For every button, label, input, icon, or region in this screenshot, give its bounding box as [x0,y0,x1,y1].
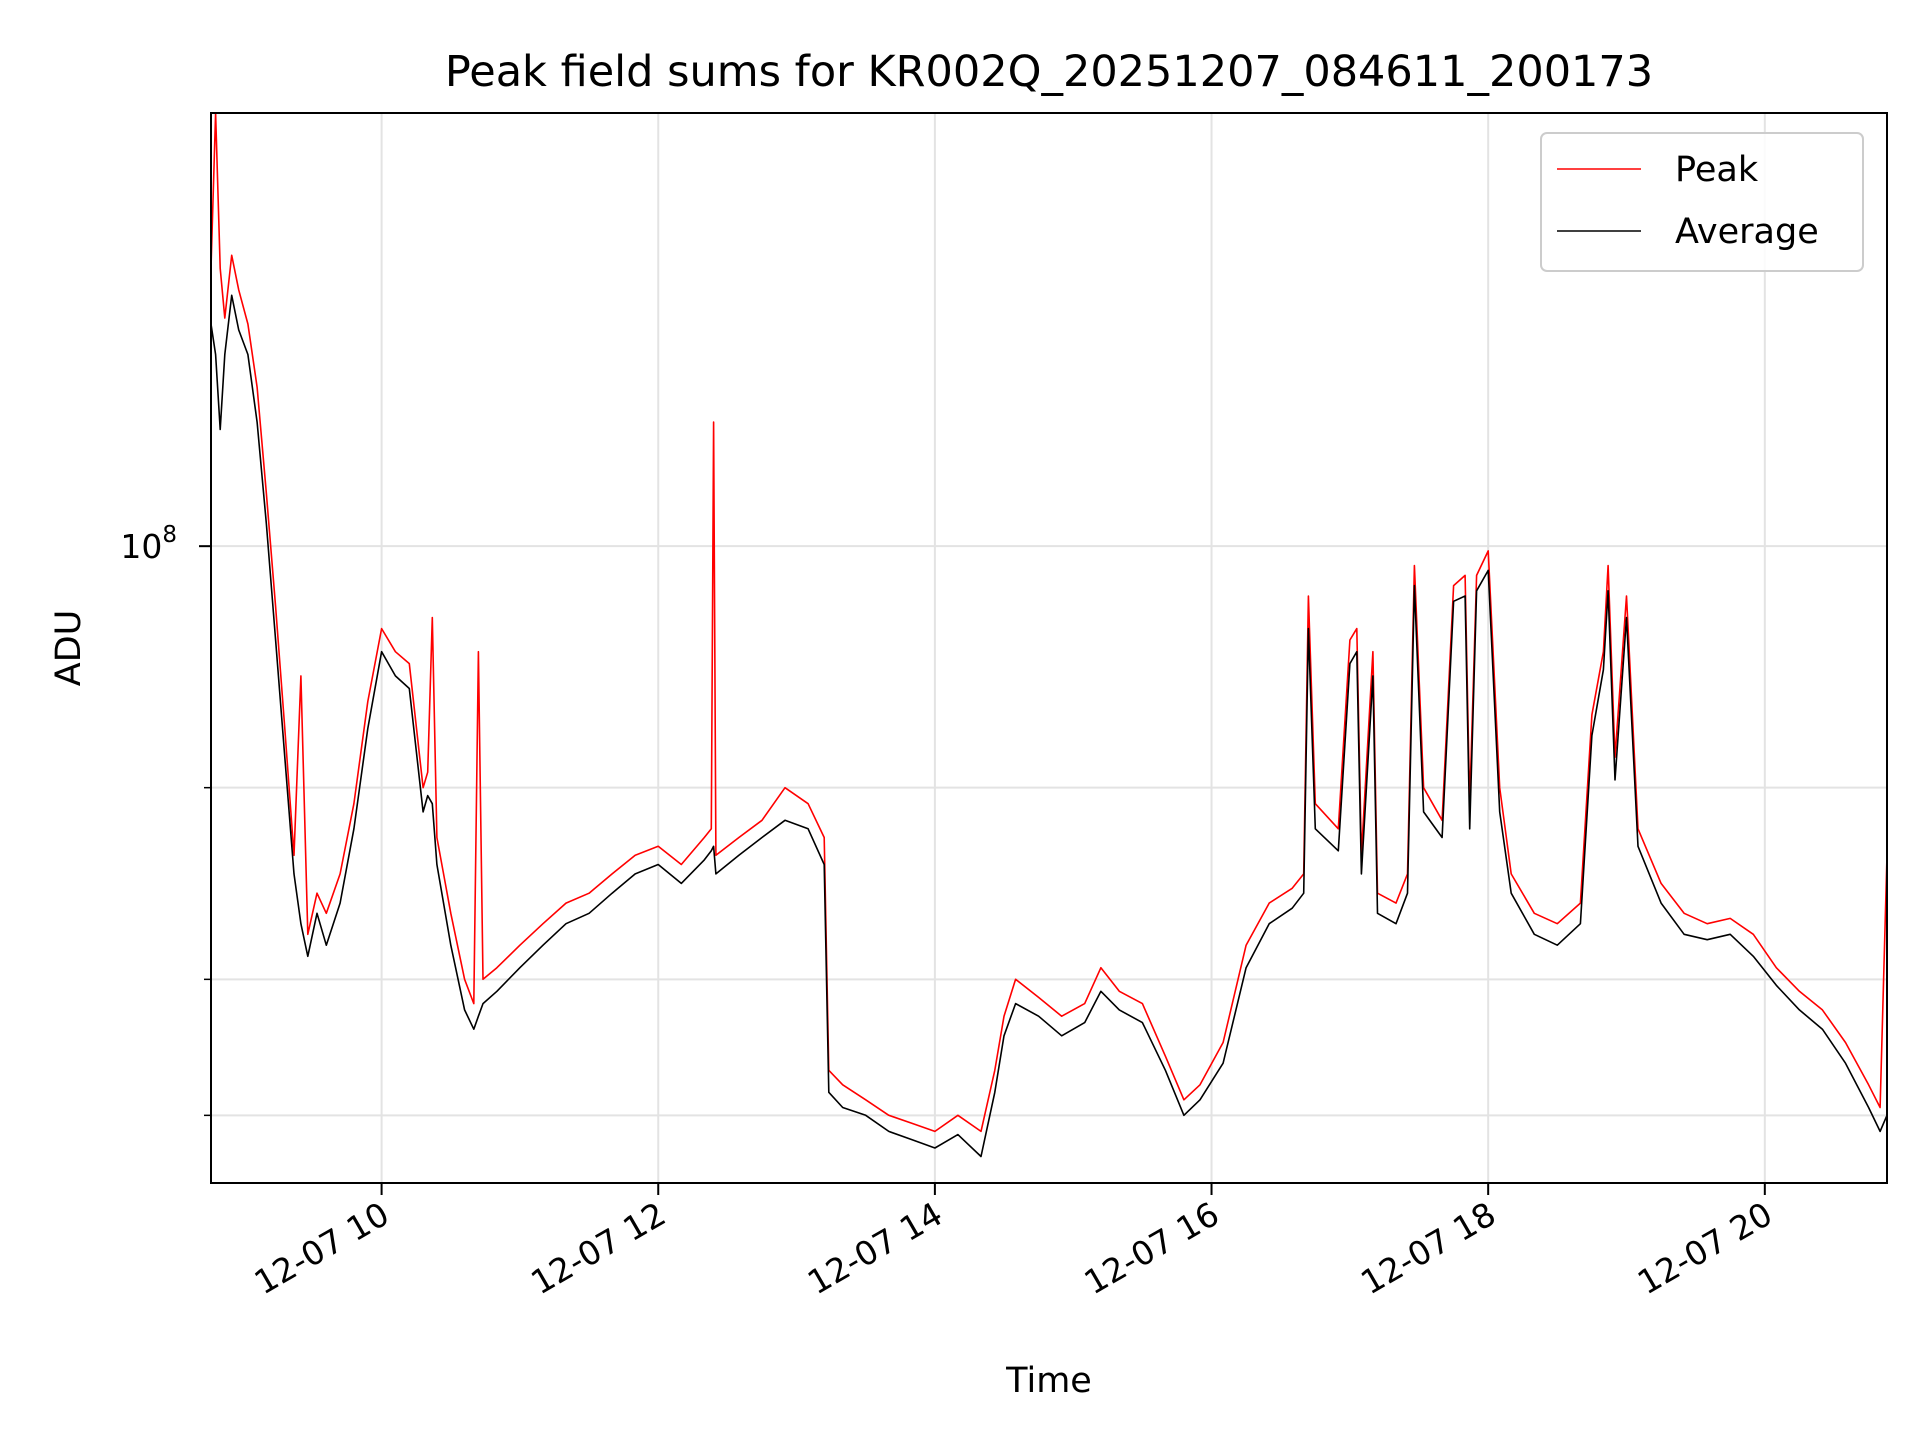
plot-series [210,112,1888,1158]
chart-title: Peak field sums for KR002Q_20251207_0846… [445,47,1653,97]
series-line-average [210,294,1888,1158]
legend-box [1540,132,1864,272]
series-line-peak [210,112,1888,1133]
x-axis-label: Time [1005,1361,1092,1401]
legend: Peak Average [1540,132,1864,272]
y-tick-label: 108 [120,522,177,566]
legend-label-peak: Peak [1675,150,1759,190]
legend-label-average: Average [1675,212,1819,252]
grid-lines [211,113,1887,1183]
plot-frame [210,112,1888,1184]
y-axis-label: ADU [49,610,89,687]
